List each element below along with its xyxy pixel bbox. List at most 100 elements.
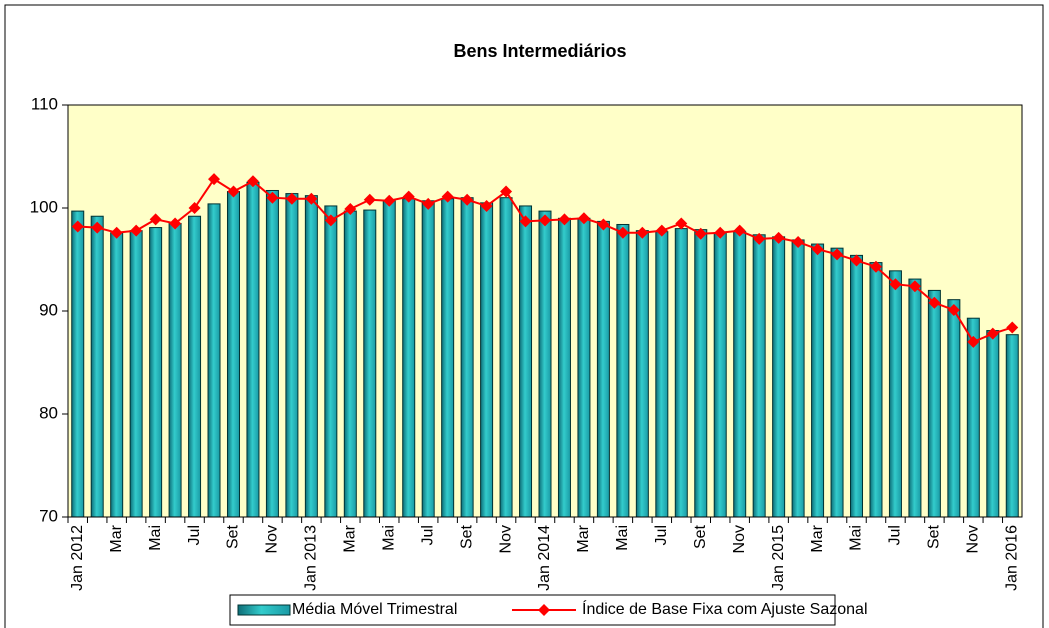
line-marker [441,190,454,203]
line-marker [733,224,746,237]
line-marker [208,173,221,186]
line-marker [908,280,921,293]
bar [265,189,279,518]
line-marker [344,203,357,216]
line-marker [169,217,182,230]
legend-label: Índice de Base Fixa com Ajuste Sazonal [582,599,868,618]
bar [986,330,1000,518]
legend-label: Média Móvel Trimestral [292,601,457,618]
bar [480,202,494,518]
line-marker [227,185,240,198]
x-tick-label: Set [926,524,943,549]
line-marker [616,226,629,239]
x-tick-label: Jul [186,525,203,545]
bar [129,230,143,518]
x-tick-label: Nov [965,525,982,553]
bar [674,228,688,518]
bar [382,200,396,518]
bar [71,210,85,518]
line-marker [967,335,980,348]
line-marker [500,185,513,198]
line-marker [188,202,201,214]
bar [499,197,513,518]
x-tick-label: Mar [575,524,592,552]
bar [694,229,708,518]
line-marker [597,218,610,231]
line-marker [383,194,396,207]
line-marker [363,193,376,206]
x-tick-label: Jan 2012 [69,525,86,591]
bar [888,270,902,518]
x-tick-label: Jan 2013 [303,525,320,591]
line-marker [947,303,960,316]
line-marker [461,193,474,206]
x-tick-label: Mar [342,524,359,552]
line-marker [714,226,727,239]
line-marker [655,224,668,237]
bar [538,210,552,518]
bar [772,236,786,518]
x-tick-label: Jul [887,525,904,545]
line-marker [130,224,143,237]
x-tick-label: Mar [108,524,125,552]
bar [519,205,533,518]
line-marker [869,260,882,273]
x-tick-label: Mai [380,525,397,551]
bar [908,278,922,518]
bar [188,215,202,518]
x-tick-label: Mar [809,524,826,552]
bar [616,223,630,518]
legend-swatch [237,604,291,616]
line-marker [402,190,415,203]
bar [246,181,260,518]
line-marker [792,235,805,248]
line-marker [539,214,551,227]
line-marker [811,243,824,256]
bar [655,231,669,518]
line-marker [577,212,590,225]
line-marker [558,213,571,226]
y-tick-label: 90 [39,300,58,319]
bar [752,234,766,518]
x-tick-label: Jul [419,525,436,545]
bar [966,317,980,518]
line-marker [71,220,84,233]
x-tick-label: Jan 2016 [1003,525,1020,591]
bar [635,230,649,518]
line-marker [246,175,259,188]
bar [110,232,124,518]
line-marker [772,231,785,244]
x-tick-label: Set [692,524,709,549]
bar [343,210,357,518]
bar [811,243,825,518]
line-marker [91,221,104,234]
bar [226,191,240,518]
line-marker [636,226,649,239]
bar [421,200,435,518]
line-marker [850,254,863,267]
line-marker [149,213,162,226]
line-marker [753,232,766,245]
line-marker [285,192,298,205]
x-tick-label: Nov [731,525,748,553]
x-tick-label: Mai [147,525,164,551]
line-marker [889,278,902,291]
bar [791,239,805,518]
line-marker [831,248,844,261]
line-marker [1006,321,1019,334]
y-tick-label: 80 [39,403,58,422]
bar [207,203,221,518]
line-marker [928,296,941,309]
x-tick-label: Mai [848,525,865,551]
legend-marker [538,604,550,616]
line-marker [305,192,318,205]
bar [168,222,182,518]
bar [850,254,864,518]
bar [577,217,591,518]
bar [441,198,455,518]
x-tick-label: Jan 2015 [770,525,787,591]
line-marker [986,327,999,340]
x-tick-label: Nov [497,525,514,553]
bar [713,232,727,518]
